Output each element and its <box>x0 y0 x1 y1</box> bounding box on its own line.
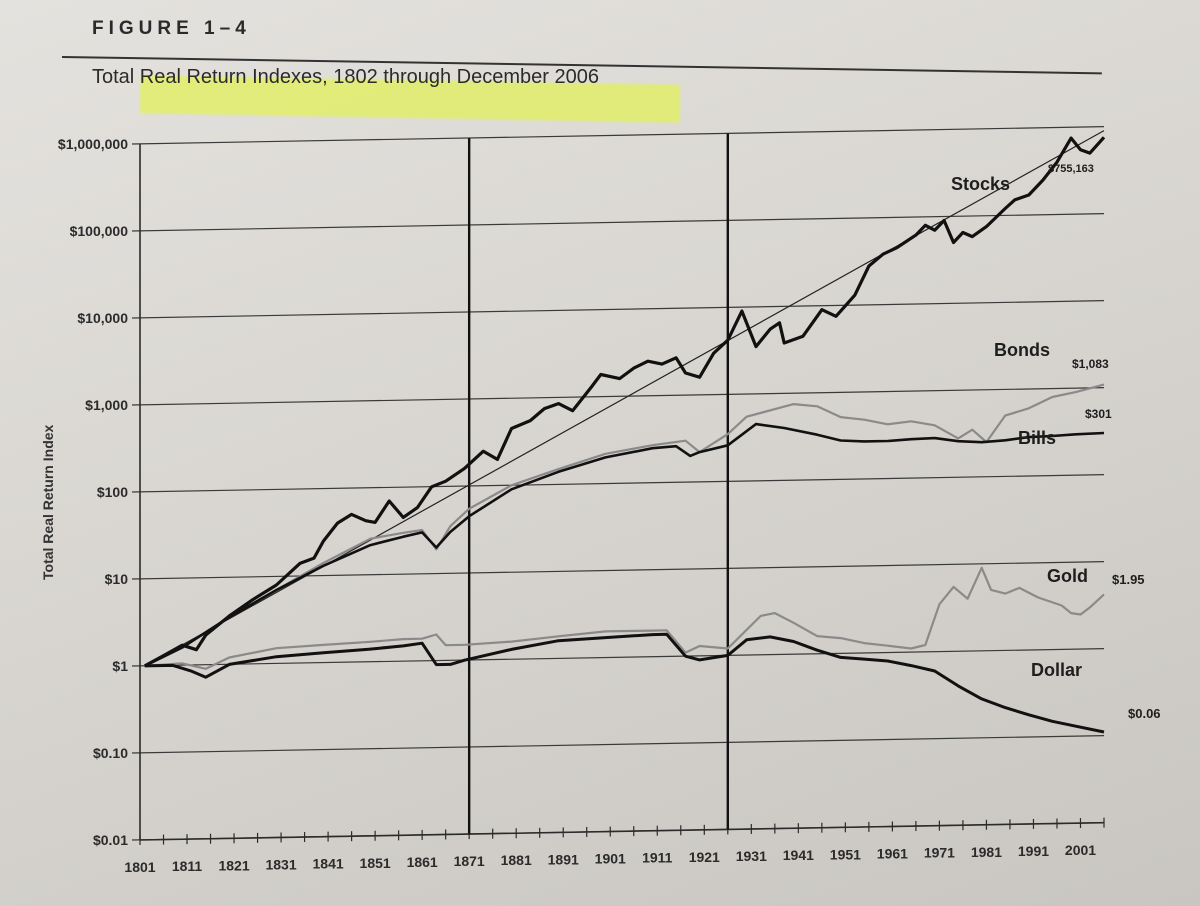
x-tick-label: 1921 <box>689 849 720 865</box>
x-tick-label: 1861 <box>407 854 438 870</box>
x-tick-label: 1931 <box>736 848 767 864</box>
y-tick-label: $100 <box>97 484 128 500</box>
stocks-line <box>143 136 1106 668</box>
y-tick-label: $1,000 <box>85 397 128 413</box>
gridline <box>131 387 1105 406</box>
x-tick-label: 1811 <box>172 858 203 874</box>
gridline <box>131 213 1105 232</box>
stocks-end-value: $755,163 <box>1048 163 1094 175</box>
grid-layer <box>131 126 1105 845</box>
gridline <box>131 300 1105 319</box>
x-tick-label: 1831 <box>265 856 296 872</box>
figure-title: Total Real Return Indexes, 1802 through … <box>92 66 599 88</box>
y-tick-label: $0.10 <box>93 745 128 761</box>
gridline <box>131 561 1105 580</box>
x-tick-label: 1991 <box>1018 843 1049 859</box>
vertical-markers <box>467 133 730 835</box>
x-tick-label: 1871 <box>454 853 485 869</box>
gridline <box>131 735 1105 754</box>
gridline <box>131 474 1105 493</box>
dollar-series-label: Dollar <box>1031 660 1082 680</box>
x-tick-label: 1981 <box>971 844 1002 860</box>
gridline <box>131 648 1105 667</box>
x-tick-label: 2001 <box>1065 842 1096 858</box>
bills-line <box>144 422 1105 668</box>
y-tick-label: $10,000 <box>77 310 128 326</box>
series-layer <box>143 130 1106 734</box>
dollar-end-value: $0.06 <box>1128 706 1161 721</box>
x-tick-label: 1971 <box>924 845 955 861</box>
y-tick-label: $1,000,000 <box>58 136 128 152</box>
x-tick-label: 1821 <box>218 857 249 873</box>
label-layer: $1,000,000 $100,000 $10,000 $1,000 $100 $10 $1… <box>58 136 1161 875</box>
bonds-series-label: Bonds <box>994 340 1050 360</box>
dollar-line <box>144 632 1105 734</box>
y-tick-label: $1 <box>112 658 128 674</box>
x-tick-label: 1881 <box>501 852 532 868</box>
x-tick-label: 1961 <box>877 845 908 861</box>
figure-label: FIGURE 1–4 <box>92 18 251 39</box>
x-tick-label: 1911 <box>642 850 673 866</box>
x-tick-label: 1891 <box>548 851 579 867</box>
x-tick-label: 1941 <box>783 847 814 863</box>
gridline <box>131 126 1105 145</box>
y-tick-label: $100,000 <box>70 223 129 239</box>
y-tick-label: $10 <box>105 571 129 587</box>
x-tick-label: 1841 <box>313 856 344 872</box>
bills-series-label: Bills <box>1018 428 1056 448</box>
x-tick-label: 1951 <box>830 846 861 862</box>
x-tick-label: 1801 <box>124 859 155 875</box>
gold-line <box>144 566 1105 670</box>
y-tick-label: $0.01 <box>93 832 128 848</box>
bonds-line <box>144 383 1105 667</box>
gold-end-value: $1.95 <box>1112 572 1145 587</box>
x-tick-label: 1901 <box>595 851 626 867</box>
x-tick-label: 1851 <box>360 855 391 871</box>
bills-end-value: $301 <box>1085 407 1112 421</box>
stocks-series-label: Stocks <box>951 174 1010 194</box>
bonds-end-value: $1,083 <box>1072 357 1109 371</box>
x-axis <box>139 821 1105 841</box>
stocks-trend-line <box>144 130 1105 667</box>
gold-series-label: Gold <box>1047 566 1088 586</box>
